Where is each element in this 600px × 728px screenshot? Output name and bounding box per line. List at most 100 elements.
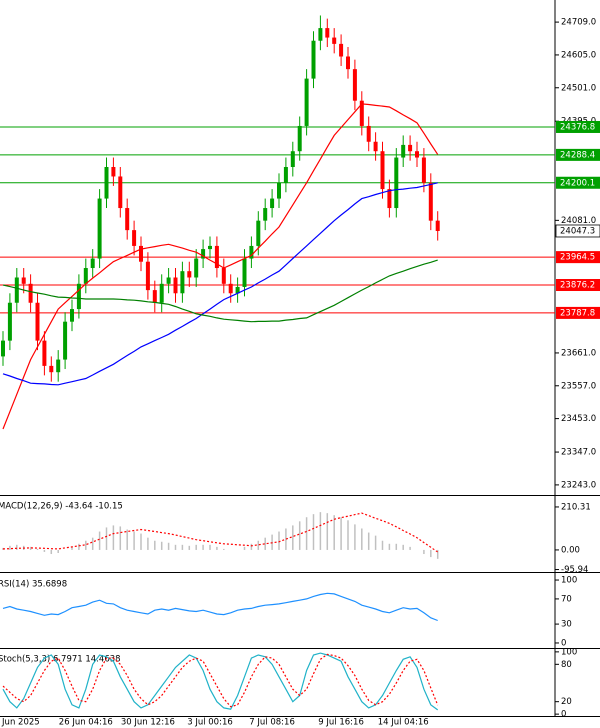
candle-body <box>166 277 171 284</box>
candle-body <box>346 56 350 70</box>
candle-body <box>428 182 433 221</box>
candle-body <box>49 365 54 373</box>
candle-body <box>421 157 426 183</box>
candle-body <box>359 100 364 126</box>
candle-body <box>304 78 309 126</box>
y-tick-label: 0 <box>561 710 566 720</box>
level-label-box <box>556 148 600 161</box>
candle-body <box>311 40 316 79</box>
candle-body <box>332 37 337 44</box>
candle-body <box>325 28 330 38</box>
y-tick-label: 20 <box>561 697 572 707</box>
candle-body <box>277 182 281 199</box>
x-tick-label: 7 Jul 08:16 <box>249 718 295 728</box>
candle-body <box>283 166 288 183</box>
level-label-box <box>556 279 600 292</box>
y-tick-label: 100 <box>561 647 577 657</box>
candle-body <box>366 125 371 142</box>
level-label-box <box>556 176 600 189</box>
candle-body <box>152 290 157 303</box>
y-tick-label: 24709.0 <box>561 18 596 28</box>
indicator-label: MACD(12,26,9) -43.64 -10.15 <box>0 502 123 512</box>
candle-body <box>132 230 137 246</box>
x-tick-label: 9 Jul 16:16 <box>318 718 364 728</box>
candle-body <box>173 277 178 294</box>
y-tick-label: 100 <box>561 576 577 586</box>
candle-body <box>194 258 199 278</box>
candle-body <box>145 261 150 291</box>
indicator-line <box>2 259 438 323</box>
y-tick-label: 30 <box>561 620 572 630</box>
y-tick-label: 0 <box>561 638 566 648</box>
indicator-label: Stoch(5,3,3) 6.7971 14.4638 <box>0 655 121 665</box>
level-label: 23964.5 <box>560 253 595 263</box>
candle-body <box>270 198 275 209</box>
candle-body <box>208 245 212 250</box>
candle-body <box>139 245 143 262</box>
x-tick-label: 14 Jul 04:16 <box>378 718 429 728</box>
candle-body <box>125 208 130 231</box>
candle-body <box>387 189 392 209</box>
x-tick-label: 26 Jun 04:16 <box>59 718 113 728</box>
indicator-line <box>2 652 439 711</box>
candle-body <box>21 277 26 284</box>
candle-body <box>318 28 323 41</box>
candle-body <box>104 166 109 199</box>
candle-body <box>380 151 385 190</box>
candle-body <box>7 302 12 341</box>
last-price-box <box>555 224 600 238</box>
candle-body <box>373 141 378 152</box>
candle-body <box>242 258 247 287</box>
candle-body <box>56 359 61 373</box>
candle-body <box>83 268 88 284</box>
candle-body <box>180 271 185 294</box>
y-tick-label: 24501.0 <box>561 83 596 93</box>
candle-body <box>394 157 399 209</box>
candle-body <box>90 258 95 269</box>
y-tick-label: 210.31 <box>561 502 591 512</box>
y-tick-label: 23243.0 <box>561 480 596 490</box>
candle-body <box>14 277 19 303</box>
y-tick-label: 24081.0 <box>561 216 596 226</box>
y-tick-label: -95.94 <box>561 565 588 575</box>
candle-body <box>339 43 344 57</box>
y-tick-label: 0.00 <box>561 545 580 555</box>
y-tick-label: 80 <box>561 660 572 670</box>
indicator-line <box>2 512 439 553</box>
candle-body <box>70 309 74 322</box>
level-label: 23787.8 <box>560 308 595 318</box>
level-label-box <box>556 251 600 264</box>
level-label-box <box>556 120 600 133</box>
candle-body <box>249 245 254 259</box>
y-tick-label: 23453.0 <box>561 414 596 424</box>
candle-body <box>35 302 40 341</box>
y-tick-label: 70 <box>561 594 572 604</box>
candle-body <box>63 321 68 360</box>
candle-body <box>159 283 164 303</box>
level-label-box <box>556 306 600 319</box>
level-label: 24376.8 <box>560 122 595 132</box>
candle-body <box>415 151 419 158</box>
x-tick-label: 3 Jun 2025 <box>0 718 40 728</box>
candle-body <box>408 144 413 152</box>
candle-body <box>263 208 268 221</box>
candle-body <box>111 166 116 177</box>
candle-body <box>221 268 226 284</box>
candle-body <box>235 286 240 294</box>
candle-body <box>352 69 357 101</box>
y-tick-label: 23661.0 <box>561 348 596 358</box>
candle-body <box>256 220 261 246</box>
candle-body <box>297 125 302 152</box>
candle-body <box>1 340 5 357</box>
y-tick-label: 23347.0 <box>561 448 596 458</box>
x-tick-label: 30 Jun 12:16 <box>121 718 175 728</box>
level-label: 24288.4 <box>560 150 595 160</box>
indicator-line <box>2 592 438 622</box>
y-tick-label: 23557.0 <box>561 381 596 391</box>
candle-body <box>76 283 81 310</box>
indicator-line <box>2 103 439 430</box>
candle-body <box>401 144 406 158</box>
indicator-line <box>2 182 438 386</box>
